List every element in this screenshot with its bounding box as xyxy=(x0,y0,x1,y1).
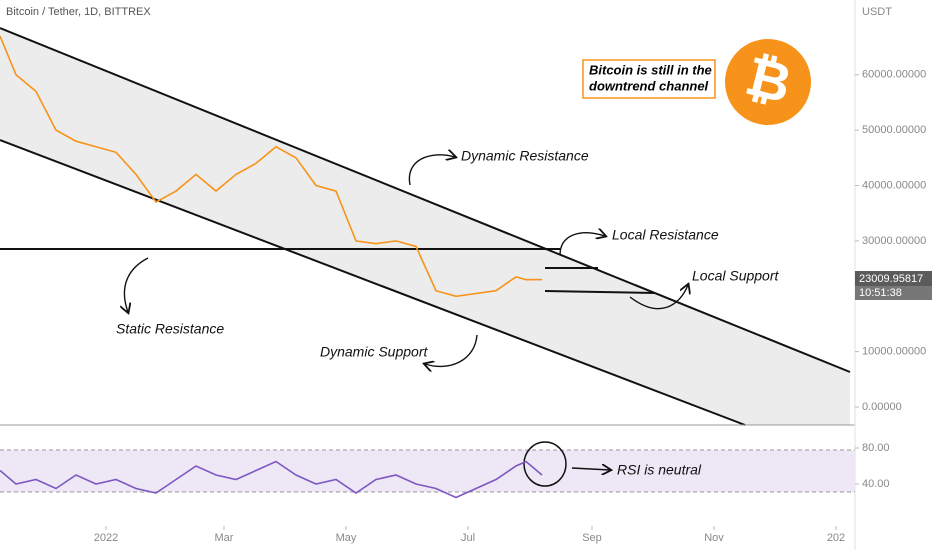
y-tick-label: 50000.00000 xyxy=(862,124,926,136)
channel-fill xyxy=(0,28,850,425)
price-box xyxy=(855,271,932,286)
annotation: Dynamic Resistance xyxy=(461,148,589,164)
currency: USDT xyxy=(862,6,892,18)
time-box xyxy=(855,286,932,300)
x-tick-label: 2022 xyxy=(94,532,118,544)
logo-circle xyxy=(725,39,811,125)
line-series xyxy=(0,35,543,298)
arrow xyxy=(124,257,149,312)
callout-box xyxy=(582,59,716,99)
y-tick-label: 80.00 xyxy=(862,442,890,454)
channel-lower xyxy=(0,139,746,426)
y-tick-label: 40000.00000 xyxy=(862,179,926,191)
annotation: Local Support xyxy=(692,268,780,284)
x-tick-label: Nov xyxy=(704,532,724,544)
price-label: 23009.95817 xyxy=(859,273,923,285)
local-sup-line xyxy=(544,290,656,294)
line-series xyxy=(0,460,543,499)
x-tick-label: May xyxy=(336,532,357,544)
rsi-circle xyxy=(523,441,567,487)
y-tick-label: 40.00 xyxy=(862,478,890,490)
arrow xyxy=(571,468,610,470)
rsi-band xyxy=(0,450,855,492)
x-tick-label: Jul xyxy=(461,532,475,544)
x-tick-label: Sep xyxy=(582,532,602,544)
x-tick-label: 202 xyxy=(827,532,845,544)
x-tick-label: Mar xyxy=(215,532,234,544)
callout-line: downtrend channel xyxy=(589,78,709,93)
time-label: 10:51:38 xyxy=(859,287,902,299)
arrow xyxy=(425,334,478,366)
y-tick-label: 10000.00000 xyxy=(862,346,926,358)
arrow xyxy=(408,155,455,186)
y-tick-label: 0.00000 xyxy=(862,401,902,413)
annotation: Dynamic Support xyxy=(320,344,428,360)
annotation: Local Resistance xyxy=(612,227,719,243)
arrow xyxy=(629,285,688,310)
callout-line: Bitcoin is still in the xyxy=(589,62,712,77)
header: Bitcoin / Tether, 1D, BITTREX xyxy=(6,6,151,18)
annotation: Static Resistance xyxy=(116,321,224,337)
y-tick-label: 30000.00000 xyxy=(862,235,926,247)
y-tick-label: 60000.00000 xyxy=(862,69,926,81)
channel-upper xyxy=(0,27,851,373)
arrow xyxy=(559,233,605,256)
annotation: RSI is neutral xyxy=(617,462,702,478)
